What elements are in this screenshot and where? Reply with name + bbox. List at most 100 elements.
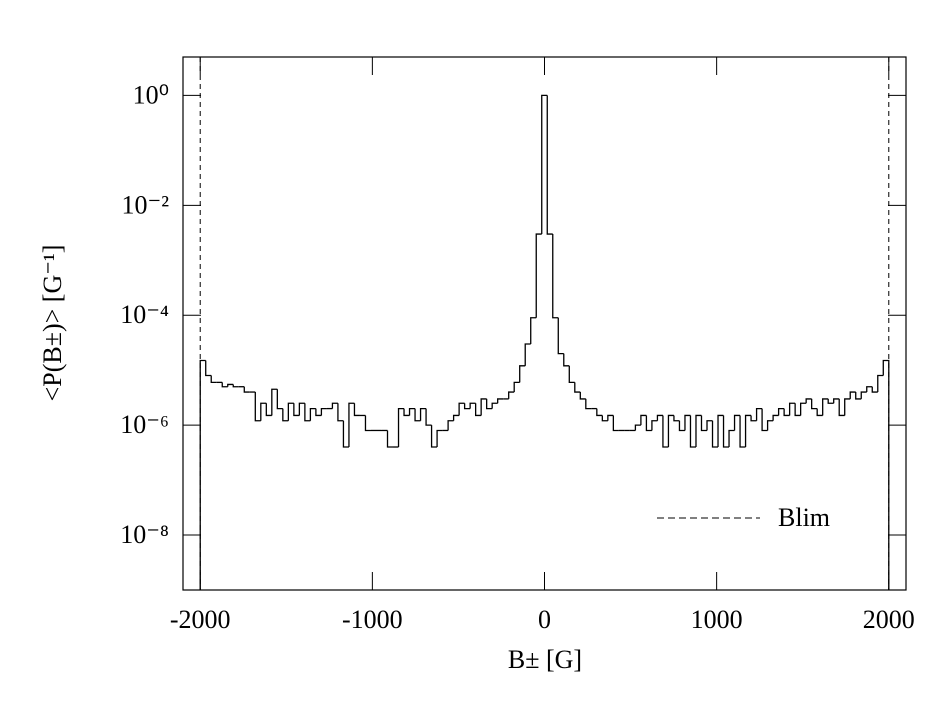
histogram-bin (838, 398, 845, 417)
histogram-bin (425, 408, 432, 426)
histogram-bin (689, 415, 696, 448)
histogram-bin (640, 414, 647, 426)
histogram-bin (557, 317, 564, 355)
y-tick-label: 10⁻² (121, 190, 169, 219)
histogram-bin (419, 407, 427, 421)
histogram-bin (739, 415, 746, 448)
x-tick-label: 0 (538, 605, 551, 634)
y-tick-label: 10⁻⁴ (120, 300, 169, 329)
histogram-bin (811, 398, 818, 410)
histogram-bin (497, 398, 504, 404)
histogram-bin (342, 420, 349, 448)
y-tick-label: 10⁻⁶ (120, 410, 169, 439)
histogram-bin (199, 359, 206, 590)
histogram-bin (656, 414, 663, 421)
histogram-bin (348, 402, 355, 448)
histogram-bin (414, 408, 421, 422)
histogram-bin (833, 398, 840, 404)
histogram-bin (866, 386, 873, 393)
legend-label: Blim (778, 503, 830, 532)
histogram-bin (353, 403, 360, 417)
histogram-bin (794, 403, 801, 417)
histogram-bin (722, 415, 730, 448)
histogram-bin (634, 424, 641, 431)
histogram-bin (287, 402, 294, 421)
histogram-bin (849, 391, 856, 399)
histogram-bin (783, 408, 790, 417)
histogram-bin (596, 408, 603, 417)
histogram-bin (486, 398, 493, 410)
histogram-bin (695, 414, 702, 448)
histogram-bin (458, 402, 465, 416)
histogram-bin (816, 408, 823, 417)
histogram-bin (574, 382, 581, 393)
histogram-bin (320, 407, 327, 416)
histogram-bin (397, 407, 405, 448)
x-tick-label: -1000 (342, 605, 403, 634)
histogram-bin (700, 415, 708, 432)
histogram-bin (276, 389, 283, 410)
histogram-bin (331, 402, 338, 409)
histogram-bin (766, 420, 774, 431)
histogram-bin (519, 365, 526, 383)
histogram-bin (546, 95, 553, 235)
histogram-bin (667, 414, 674, 448)
histogram-bin (761, 408, 768, 432)
histogram-bin (205, 360, 212, 377)
histogram-bin (430, 425, 438, 448)
histogram-bin (684, 414, 691, 431)
histogram-bin (210, 375, 217, 384)
histogram-bin (673, 415, 680, 422)
histogram-bin (662, 415, 669, 448)
histogram-bin (337, 403, 344, 422)
histogram-bin (452, 414, 460, 421)
histogram-bin (309, 407, 316, 421)
histogram-bin (601, 415, 608, 422)
histogram-bin (265, 403, 272, 417)
histogram-bin (805, 398, 812, 404)
histogram-bin (827, 398, 834, 404)
histogram-bin (386, 430, 394, 448)
histogram-bin (717, 414, 724, 448)
histogram-bin (822, 398, 829, 416)
histogram-bin (579, 392, 586, 400)
histogram-bin (871, 386, 878, 393)
x-tick-label: -2000 (170, 605, 231, 634)
histogram-bin (651, 420, 658, 431)
histogram-bin (541, 94, 548, 235)
histogram-bin (530, 317, 537, 344)
histogram-bin (474, 403, 482, 417)
x-tick-label: 2000 (863, 605, 915, 634)
histogram-bin (535, 233, 542, 318)
histogram-bin (877, 374, 884, 393)
histogram-bin (463, 403, 471, 410)
histogram-bin (254, 392, 261, 422)
histogram-bin (221, 382, 228, 388)
histogram-bin (744, 414, 752, 448)
histogram-bin (436, 429, 443, 448)
histogram-bin (447, 420, 454, 431)
histogram-bin (293, 403, 300, 417)
histogram-bin (882, 359, 890, 590)
histogram-bin (607, 414, 614, 421)
histogram-bin (612, 415, 619, 432)
histogram-bin (315, 408, 322, 417)
histogram-bin (513, 381, 520, 393)
histogram-bin (491, 402, 498, 409)
histogram-bin (568, 365, 575, 384)
histogram-bin (304, 403, 311, 422)
histogram-bin (788, 402, 796, 416)
x-axis-label: B± [G] (508, 645, 582, 674)
histogram-bin (243, 386, 250, 393)
histogram-bin (480, 398, 487, 416)
histogram-bin (469, 402, 476, 409)
histogram-bin (408, 407, 416, 416)
histogram-bin (728, 429, 735, 448)
histogram-bin (755, 407, 763, 421)
histogram-bin (777, 407, 785, 416)
histogram-bin (860, 391, 867, 399)
histogram-bin (282, 408, 289, 422)
histogram-bin (364, 415, 371, 432)
histogram-bin (844, 398, 851, 416)
